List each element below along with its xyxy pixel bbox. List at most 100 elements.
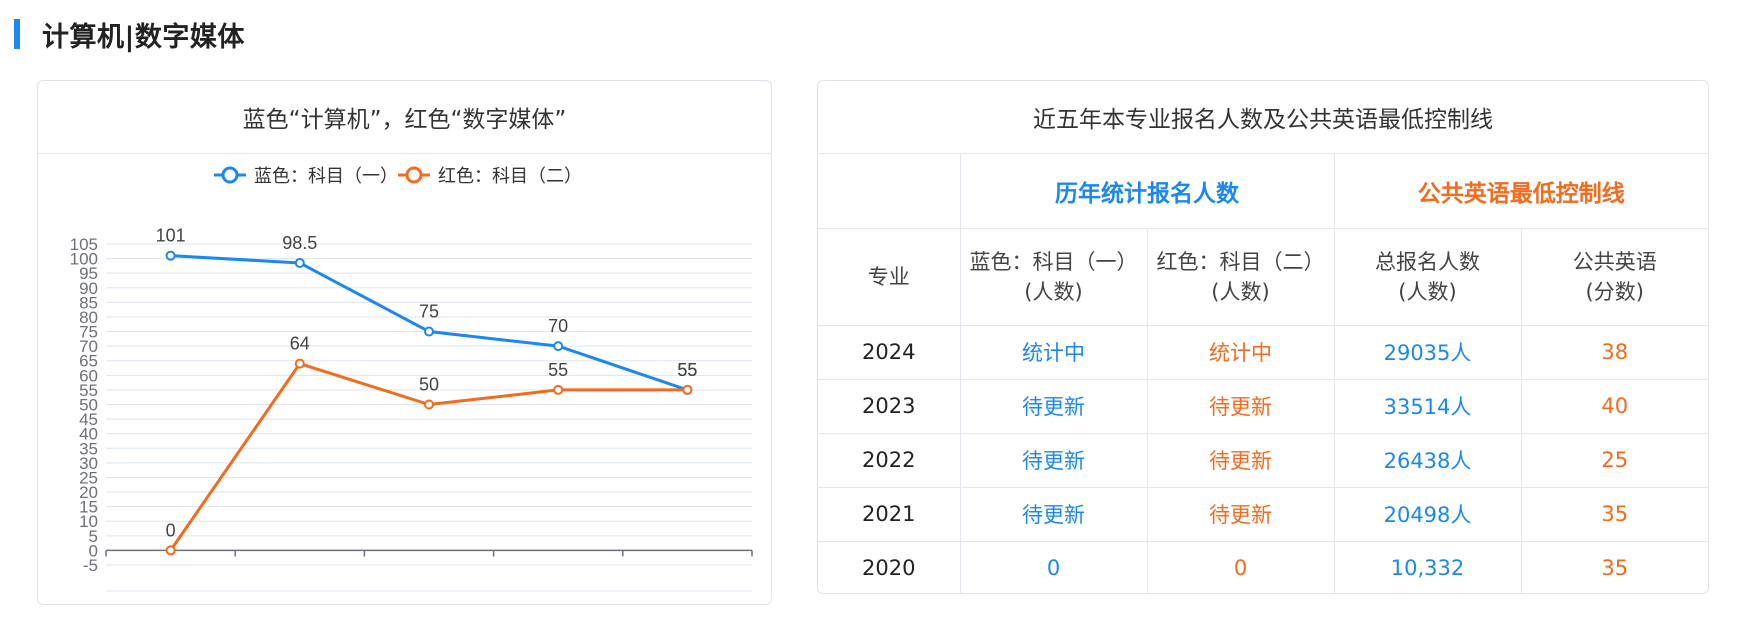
- table-row: 2021 待更新 待更新 20498人 35: [818, 486, 1708, 542]
- cell-total: 29035人: [1333, 324, 1522, 380]
- y-tick-label: 65: [79, 352, 98, 371]
- y-tick-label: 70: [79, 337, 98, 356]
- cell-red-count: 待更新: [1146, 378, 1335, 434]
- col-header-red: 红色：科目（二） (人数): [1146, 227, 1335, 326]
- line-chart: -505101520253035404550556065707580859095…: [70, 166, 753, 592]
- cell-red-count: 待更新: [1146, 432, 1335, 488]
- data-point: [294, 257, 305, 268]
- series-line-0: [170, 254, 688, 392]
- data-label: 55: [677, 360, 697, 380]
- cell-english: 25: [1520, 432, 1708, 488]
- col-header-english-line2: (分数): [1585, 279, 1644, 304]
- data-label: 55: [677, 360, 697, 380]
- group-header-english: 公共英语最低控制线: [1333, 154, 1708, 229]
- data-point: [424, 399, 434, 410]
- col-header-english: 公共英语 (分数): [1520, 227, 1708, 326]
- y-tick-label: 50: [79, 396, 98, 415]
- table-row: 2024 统计中 统计中 29035人 38: [818, 324, 1708, 380]
- cell-total: 33514人: [1333, 378, 1522, 434]
- stats-table: 历年统计报名人数 公共英语最低控制线 专业 蓝色：科目（一） (人数) 红色：科…: [818, 154, 1708, 593]
- cell-red-count: 0: [1146, 540, 1335, 593]
- col-header-total: 总报名人数 (人数): [1333, 227, 1522, 326]
- y-tick-label: 10: [79, 512, 98, 531]
- cell-total: 10,332: [1333, 540, 1522, 593]
- y-tick-label: 0: [89, 541, 98, 560]
- table-group-header-row: 历年统计报名人数 公共英语最低控制线: [818, 154, 1708, 229]
- col-header-total-line1: 总报名人数: [1375, 249, 1480, 274]
- y-tick-label: 45: [79, 410, 98, 429]
- col-header-blue-line1: 蓝色：科目（一）: [969, 249, 1138, 274]
- legend-label-0: 蓝色：科目（一）: [254, 166, 398, 187]
- data-label: 70: [548, 316, 568, 336]
- table-card-title: 近五年本专业报名人数及公共英语最低控制线: [818, 81, 1708, 154]
- col-header-total-line2: (人数): [1398, 279, 1457, 304]
- cell-blue-count: 0: [959, 540, 1148, 593]
- cell-blue-count: 待更新: [959, 486, 1148, 542]
- cell-total: 20498人: [1333, 486, 1522, 542]
- data-point: [682, 384, 693, 395]
- y-tick-label: 100: [70, 250, 98, 269]
- cell-blue-count: 待更新: [959, 378, 1148, 434]
- group-header-applicants: 历年统计报名人数: [959, 154, 1335, 229]
- data-point: [553, 384, 564, 395]
- cell-english: 35: [1520, 486, 1708, 542]
- section-accent-bar: [14, 19, 20, 49]
- y-tick-label: 5: [89, 527, 98, 546]
- y-tick-label: -5: [83, 556, 98, 575]
- legend-marker-1: [405, 166, 423, 184]
- cell-blue-count: 待更新: [959, 432, 1148, 488]
- section-title-text: 计算机|数字媒体: [42, 21, 245, 53]
- col-header-major: 专业: [818, 227, 961, 326]
- cell-year: 2023: [818, 378, 961, 434]
- y-tick-label: 20: [79, 483, 98, 502]
- data-label: 0: [166, 520, 176, 540]
- cell-red-count: 统计中: [1146, 324, 1335, 380]
- data-point: [294, 358, 305, 369]
- data-label: 75: [419, 302, 439, 322]
- cell-english: 38: [1520, 324, 1708, 380]
- col-header-blue-line2: (人数): [1024, 279, 1083, 304]
- y-tick-label: 30: [79, 454, 98, 473]
- data-point: [424, 326, 434, 337]
- col-header-red-line2: (人数): [1211, 279, 1270, 304]
- col-header-red-line1: 红色：科目（二）: [1156, 249, 1325, 274]
- cell-red-count: 待更新: [1146, 486, 1335, 542]
- y-tick-label: 60: [79, 366, 98, 385]
- data-point: [165, 545, 176, 556]
- table-row: 2022 待更新 待更新 26438人 25: [818, 432, 1708, 488]
- y-tick-label: 40: [79, 425, 98, 444]
- y-tick-label: 95: [79, 264, 98, 283]
- legend-marker-0: [221, 166, 239, 184]
- cell-english: 35: [1520, 540, 1708, 593]
- y-tick-label: 85: [79, 293, 98, 312]
- chart-card-title: 蓝色“计算机”，红色“数字媒体”: [38, 81, 771, 154]
- y-tick-label: 35: [79, 439, 98, 458]
- col-header-blue: 蓝色：科目（一） (人数): [959, 227, 1148, 326]
- data-label: 98.5: [282, 233, 317, 253]
- data-label: 55: [548, 360, 568, 380]
- col-header-english-line1: 公共英语: [1572, 249, 1657, 274]
- chart-card: 蓝色“计算机”，红色“数字媒体” -5 0 5 10 15 20 25 30 35 40 45 50 5…: [37, 80, 772, 605]
- legend-label-1: 红色：科目（二）: [438, 166, 582, 187]
- cell-year: 2020: [818, 540, 961, 593]
- table-card: 近五年本专业报名人数及公共英语最低控制线 历年统计报名人数 公共英语最低控制线 …: [817, 80, 1709, 594]
- y-tick-label: 105: [70, 235, 98, 254]
- data-label: 50: [419, 375, 439, 395]
- y-tick-label: 90: [79, 279, 98, 298]
- cell-english: 40: [1520, 378, 1708, 434]
- cell-year: 2022: [818, 432, 961, 488]
- data-label: 101: [156, 226, 186, 246]
- table-row: 2023 待更新 待更新 33514人 40: [818, 378, 1708, 434]
- cell-year: 2024: [818, 324, 961, 380]
- y-tick-label: 25: [79, 468, 98, 487]
- y-tick-label: 15: [79, 498, 98, 517]
- data-label: 64: [290, 334, 310, 354]
- data-point: [165, 250, 176, 261]
- y-tick-label: 55: [79, 381, 98, 400]
- y-tick-label: 80: [79, 308, 98, 327]
- table-row: 2020 0 0 10,332 35: [818, 540, 1708, 593]
- cell-year: 2021: [818, 486, 961, 542]
- cell-total: 26438人: [1333, 432, 1522, 488]
- table-corner-cell: [818, 154, 961, 229]
- table-column-header-row: 专业 蓝色：科目（一） (人数) 红色：科目（二） (人数) 总报名人数 (人数…: [818, 227, 1708, 326]
